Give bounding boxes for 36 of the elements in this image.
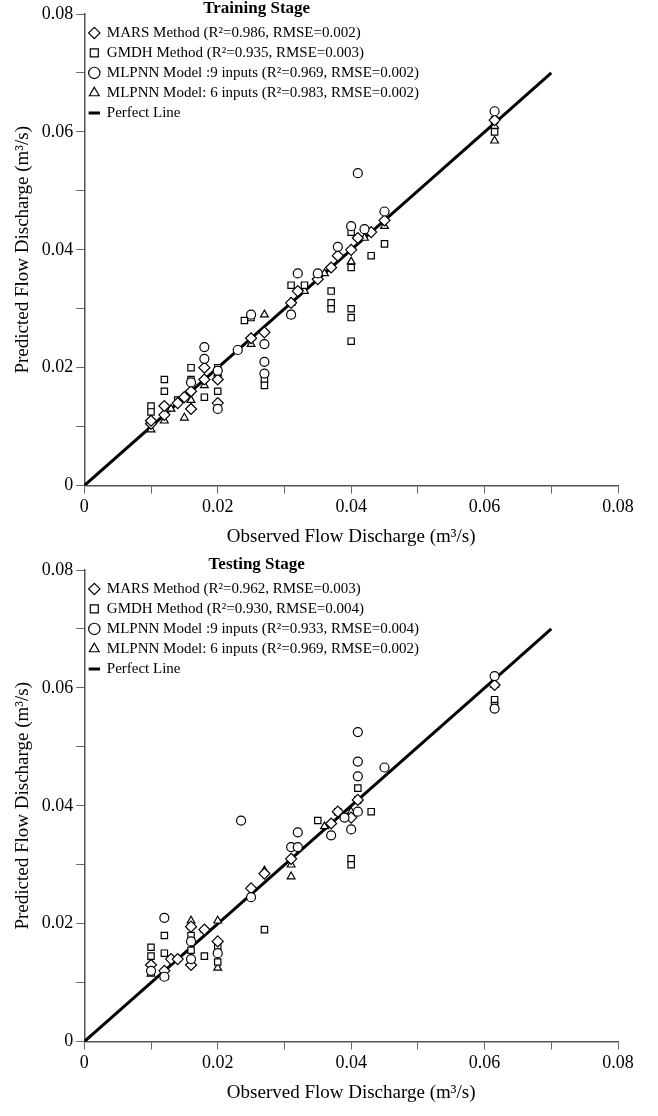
legend-label: MLPNN Model :9 inputs (R²=0.969, RMSE=0.002): [106, 63, 420, 81]
legend-label: Perfect Line: [106, 659, 181, 676]
x-tick-label: 0.06: [468, 1052, 501, 1073]
legend-label: MLPNN Model: 6 inputs (R²=0.969, RMSE=0.002): [106, 639, 420, 657]
y-tick-label: 0.06: [41, 120, 74, 141]
y-tick-label: 0.08: [41, 2, 74, 23]
legend-label: MARS Method (R²=0.962, RMSE=0.003): [106, 579, 361, 597]
legend-label: Perfect Line: [106, 103, 181, 120]
legend-label: MLPNN Model :9 inputs (R²=0.933, RMSE=0.004): [106, 619, 420, 637]
legend-label: GMDH Method (R²=0.935, RMSE=0.003): [106, 43, 365, 61]
legend-label: GMDH Method (R²=0.930, RMSE=0.004): [106, 599, 365, 617]
x-tick-label: 0.04: [335, 496, 367, 517]
x-tick-label: 0.08: [602, 496, 634, 517]
y-axis-title: Predicted Flow Discharge (m³/s): [11, 682, 34, 930]
legend-title: Training Stage: [203, 0, 311, 17]
x-tick-label: 0.02: [201, 496, 234, 517]
y-tick-label: 0.06: [41, 676, 74, 697]
y-tick-label: 0.02: [41, 356, 74, 377]
y-axis-title: Predicted Flow Discharge (m³/s): [11, 126, 34, 374]
y-tick-label: 0.02: [41, 912, 74, 933]
x-tick-label: 0.04: [335, 1052, 367, 1073]
x-tick-label: 0.06: [468, 496, 501, 517]
legend-label: MLPNN Model: 6 inputs (R²=0.983, RMSE=0.002): [106, 83, 420, 101]
x-tick-label: 0.02: [201, 1052, 234, 1073]
legend-title: Testing Stage: [208, 553, 306, 573]
x-axis-title: Observed Flow Discharge (m³/s): [226, 1080, 476, 1103]
x-tick-label: 0: [79, 496, 89, 517]
x-tick-label: 0.08: [602, 1052, 634, 1073]
y-tick-label: 0.04: [41, 794, 74, 815]
y-tick-label: 0.08: [41, 558, 74, 579]
x-tick-label: 0: [79, 1052, 89, 1073]
y-tick-label: 0: [64, 474, 74, 495]
y-tick-label: 0: [64, 1030, 74, 1051]
y-tick-label: 0.04: [41, 238, 74, 259]
legend-label: MARS Method (R²=0.986, RMSE=0.002): [106, 23, 361, 41]
x-axis-title: Observed Flow Discharge (m³/s): [226, 524, 476, 547]
